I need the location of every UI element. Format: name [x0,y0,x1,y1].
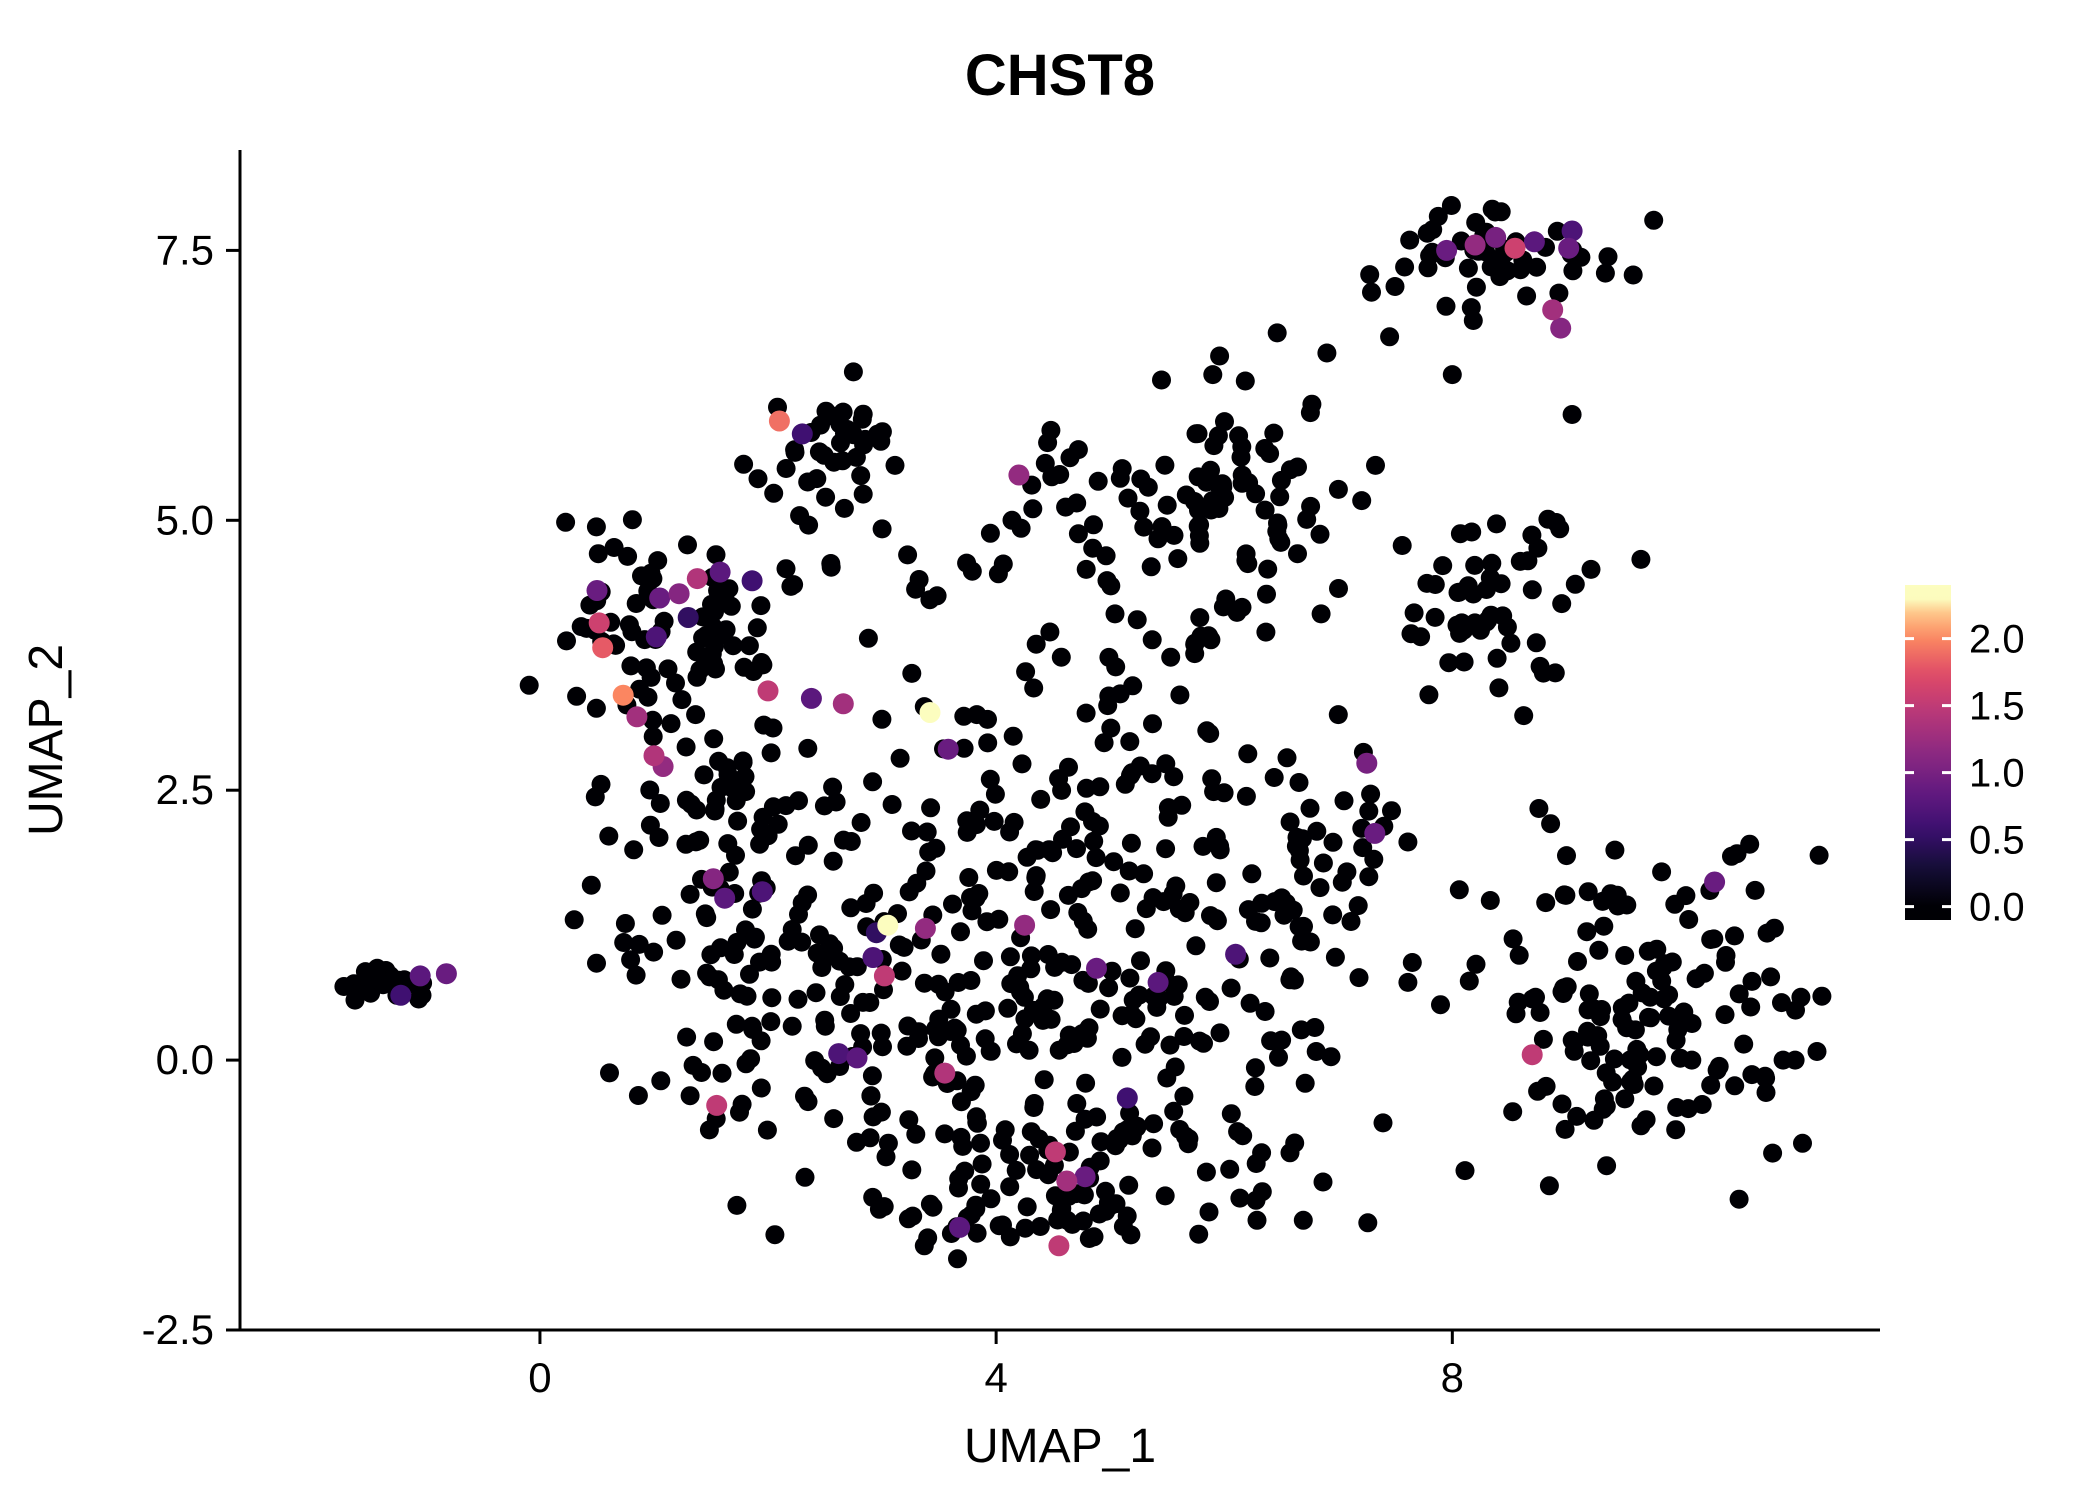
svg-text:-2.5: -2.5 [142,1306,214,1353]
svg-text:0: 0 [528,1354,551,1401]
svg-text:5.0: 5.0 [156,496,214,543]
plot-title: CHST8 [965,43,1155,108]
svg-text:1.0: 1.0 [1969,752,2025,796]
colorbar-tick-marks [1905,637,1951,909]
svg-text:2.0: 2.0 [1969,618,2025,662]
svg-text:0.5: 0.5 [1969,819,2025,863]
y-axis-title: UMAP_2 [20,644,73,836]
svg-text:4: 4 [984,1354,1007,1401]
svg-text:1.5: 1.5 [1969,685,2025,729]
svg-text:0.0: 0.0 [156,1036,214,1083]
svg-text:0.0: 0.0 [1969,886,2025,930]
x-axis-title: UMAP_1 [964,1420,1156,1473]
colorbar-gradient [1905,585,1951,920]
svg-text:8: 8 [1441,1354,1464,1401]
colorbar-legend: 2.0 1.5 1.0 0.5 0.0 [1905,585,2025,930]
svg-text:2.5: 2.5 [156,766,214,813]
colorbar-labels: 2.0 1.5 1.0 0.5 0.0 [1969,618,2025,930]
expression-points-layer [390,220,1726,1257]
svg-text:7.5: 7.5 [156,226,214,273]
x-axis-ticks: 0 4 8 [528,1330,1464,1401]
y-axis-ticks: -2.5 0.0 2.5 5.0 7.5 [142,226,240,1353]
